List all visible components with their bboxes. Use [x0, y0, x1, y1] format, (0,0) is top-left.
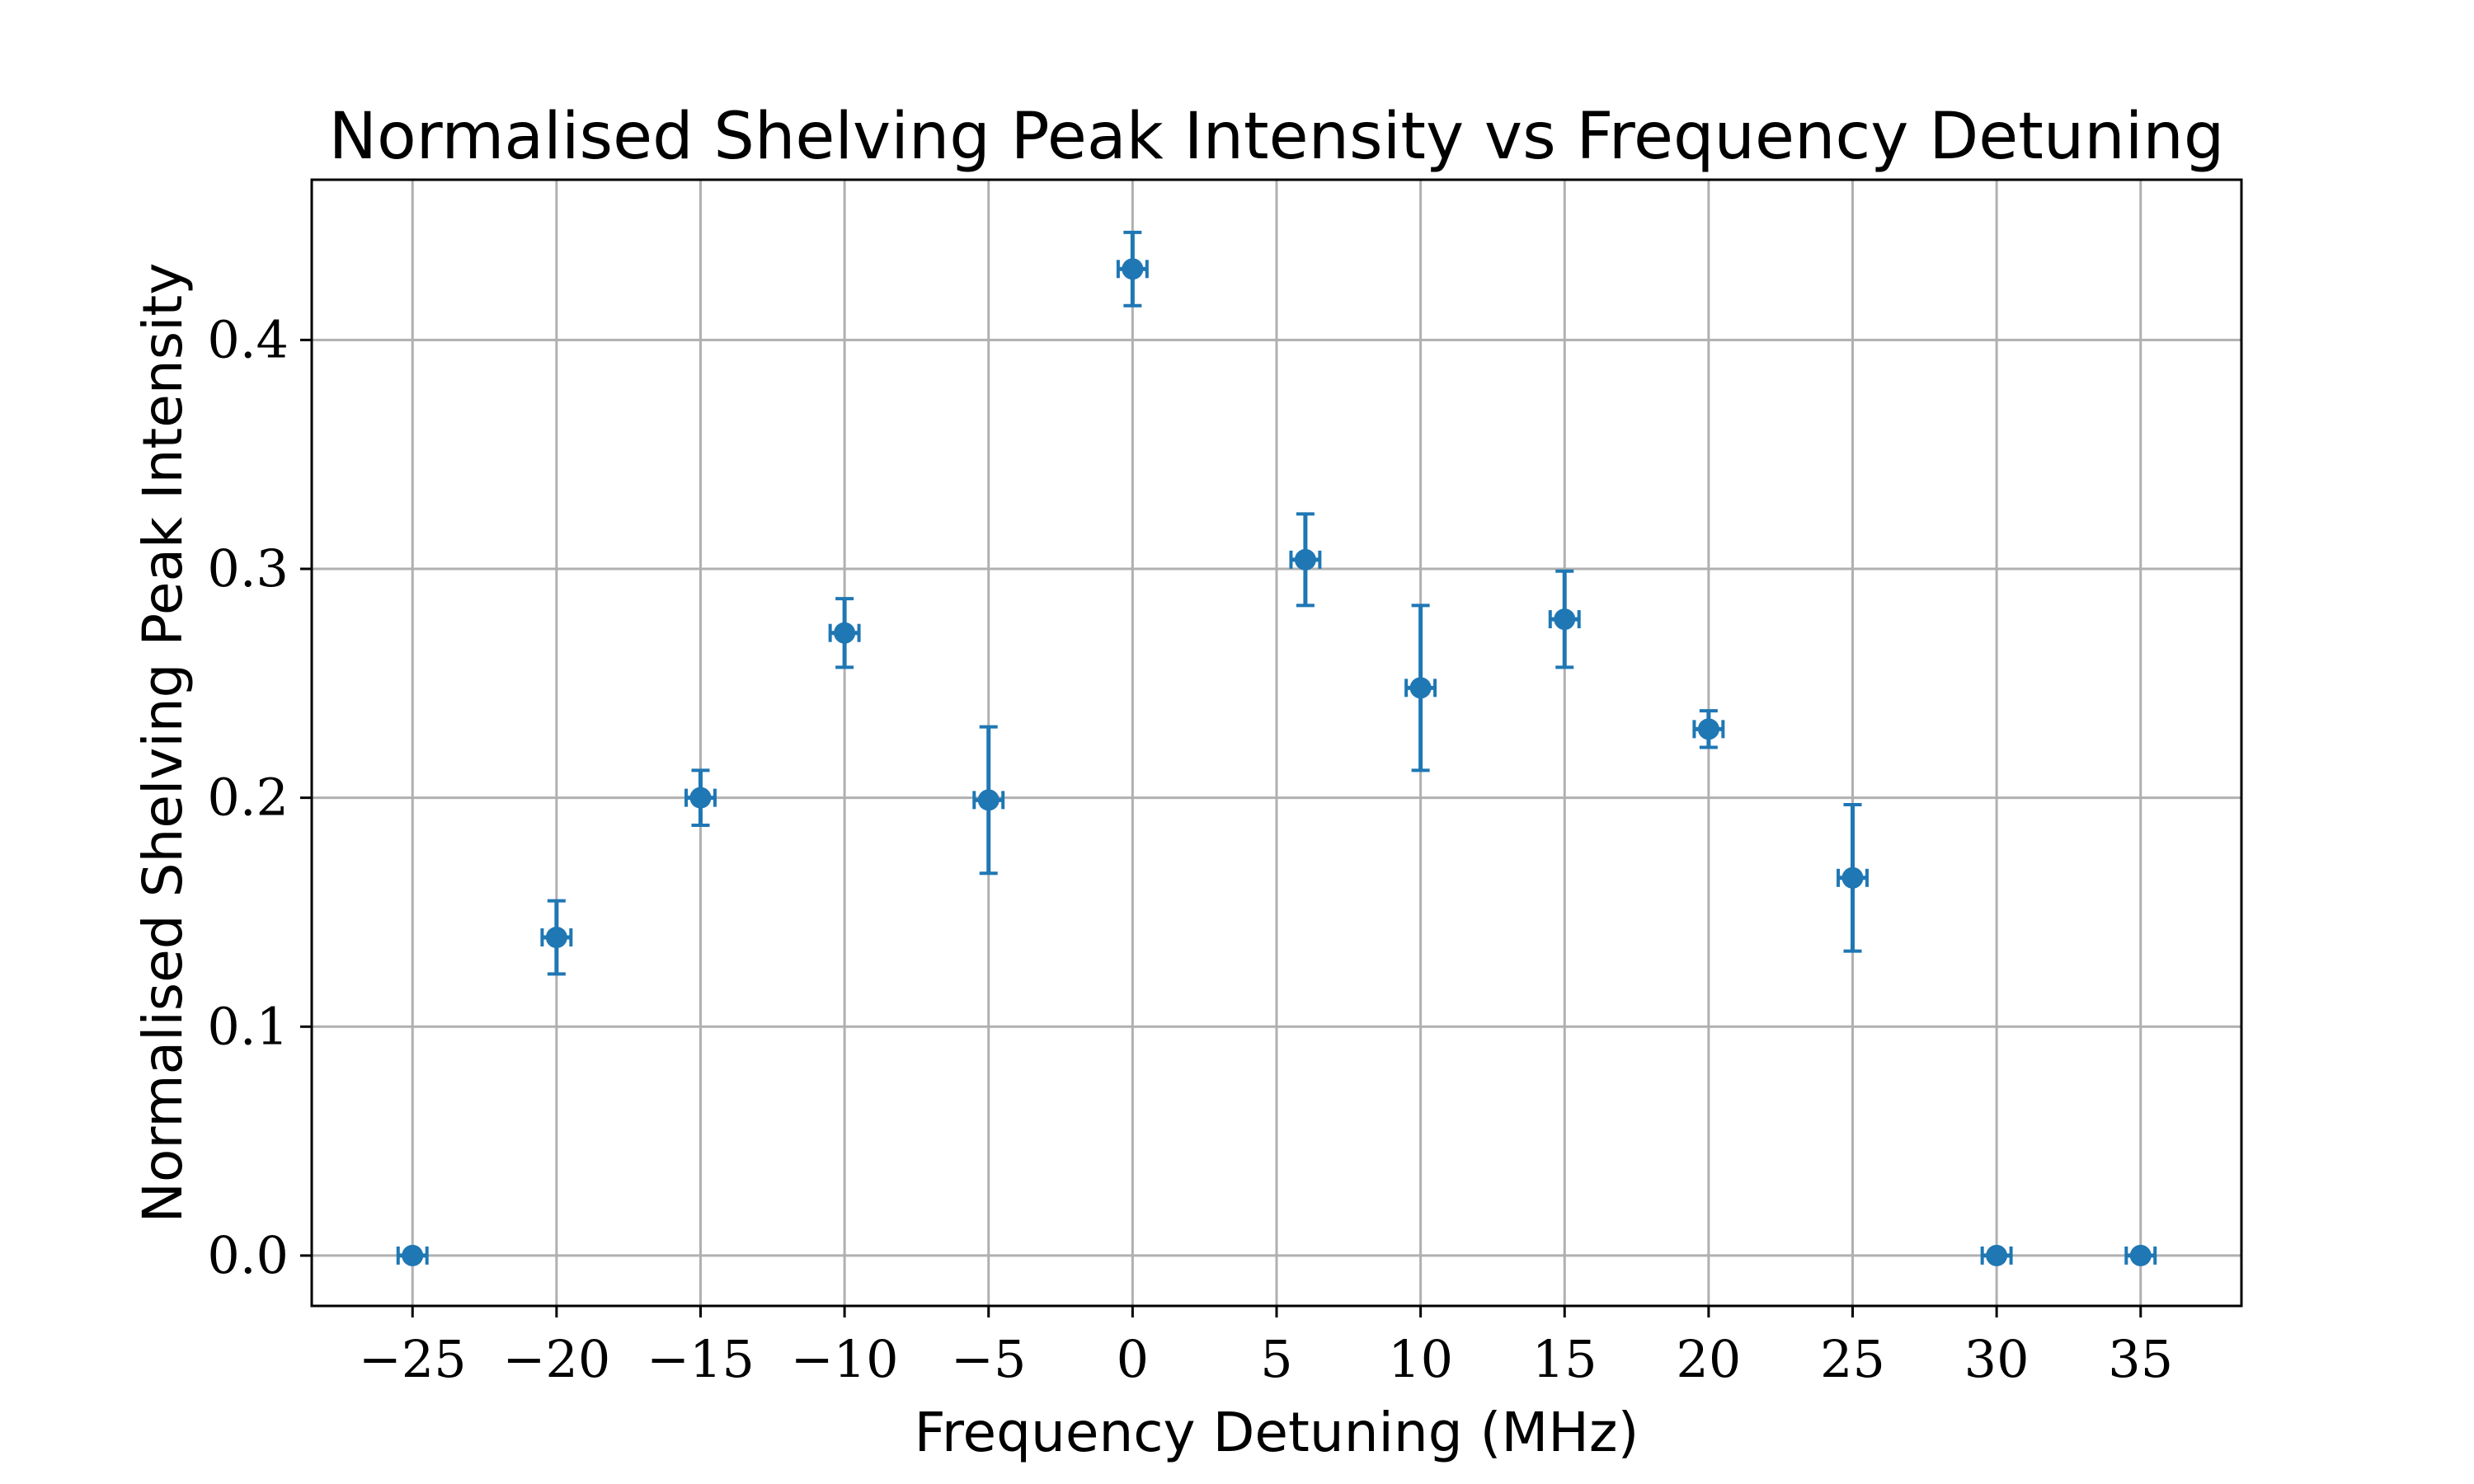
data-marker [402, 1244, 424, 1266]
x-axis-label: Frequency Detuning (MHz) [915, 1401, 1639, 1464]
y-tick-label: 0.0 [207, 1225, 289, 1285]
data-marker [1294, 548, 1316, 571]
ticks: −25 −20 −15 −10 −5 0 5 10 15 20 25 30 35 0.0 0.1 0.2 0.3… [207, 309, 2173, 1389]
x-tick-label: 30 [1964, 1329, 2030, 1389]
data-point [684, 768, 717, 827]
x-tick-label: 35 [2108, 1329, 2173, 1389]
data-marker [545, 926, 567, 948]
data-marker [689, 787, 712, 809]
data-point [540, 899, 573, 976]
x-tick-label: −25 [359, 1329, 467, 1389]
data-marker [1409, 677, 1432, 699]
y-tick-label: 0.2 [207, 768, 289, 828]
data-point [1289, 512, 1322, 608]
x-tick-label: −15 [647, 1329, 755, 1389]
data-marker [1841, 866, 1864, 889]
x-tick-label: 5 [1260, 1329, 1292, 1389]
data-point [1116, 230, 1149, 308]
x-tick-label: 20 [1676, 1329, 1741, 1389]
y-tick-label: 0.3 [207, 538, 289, 599]
data-marker [2129, 1244, 2152, 1266]
data-point [972, 725, 1005, 876]
data-point [1980, 1244, 2013, 1266]
chart-title: Normalised Shelving Peak Intensity vs Fr… [329, 100, 2225, 174]
x-tick-label: −5 [951, 1329, 1026, 1389]
data-point [828, 597, 861, 669]
data-point [1692, 709, 1725, 749]
x-tick-label: 10 [1388, 1329, 1453, 1389]
data-marker [1697, 718, 1719, 740]
grid [312, 180, 2241, 1306]
y-tick-label: 0.4 [207, 309, 289, 369]
data-marker [1554, 608, 1576, 631]
data-point [396, 1244, 429, 1266]
data-point [1404, 603, 1437, 773]
data-marker [1986, 1244, 2008, 1266]
x-tick-label: 15 [1532, 1329, 1597, 1389]
data-point [1837, 802, 1869, 953]
x-tick-label: 25 [1820, 1329, 1885, 1389]
x-tick-label: −10 [791, 1329, 899, 1389]
data-point [2124, 1244, 2157, 1266]
data-marker [977, 789, 999, 811]
data-marker [834, 622, 856, 644]
x-tick-label: −20 [502, 1329, 610, 1389]
data-point [1548, 569, 1581, 669]
data-points [396, 230, 2157, 1266]
y-axis-label: Normalised Shelving Peak Intensity [131, 263, 195, 1223]
y-tick-label: 0.1 [207, 996, 289, 1056]
x-tick-label: 0 [1117, 1329, 1149, 1389]
data-marker [1122, 258, 1144, 280]
